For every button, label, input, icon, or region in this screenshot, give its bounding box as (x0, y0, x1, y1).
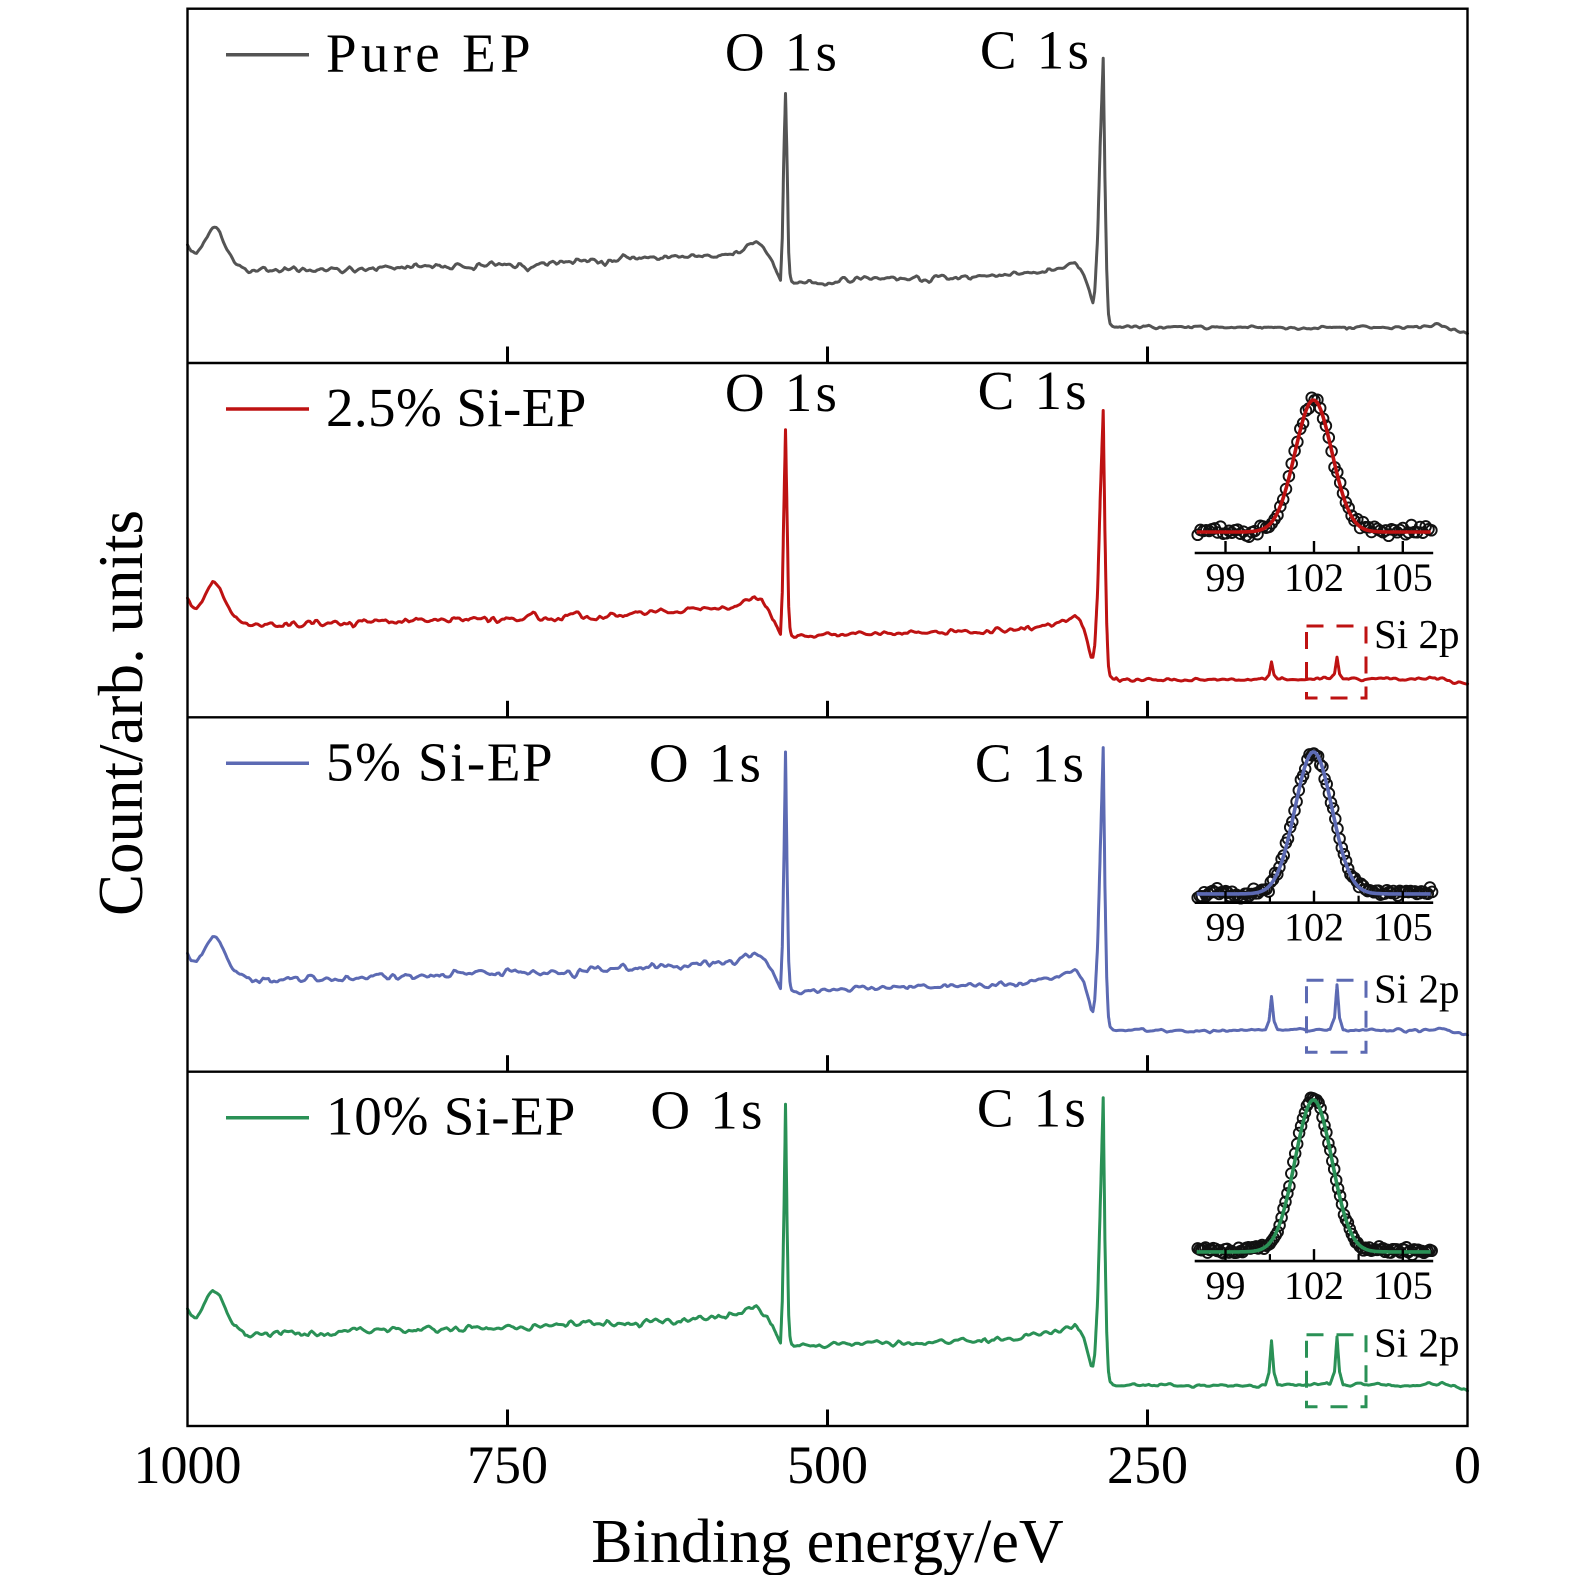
svg-text:Si 2p: Si 2p (1374, 1320, 1459, 1366)
svg-text:2.5% Si-EP: 2.5% Si-EP (326, 377, 587, 438)
svg-text:O 1s: O 1s (650, 1080, 765, 1141)
svg-text:750: 750 (467, 1435, 548, 1495)
svg-text:Si 2p: Si 2p (1374, 611, 1459, 657)
svg-text:99: 99 (1206, 555, 1246, 600)
svg-text:0: 0 (1454, 1435, 1481, 1495)
svg-text:102: 102 (1284, 555, 1344, 600)
svg-text:C 1s: C 1s (978, 360, 1090, 421)
svg-text:O 1s: O 1s (725, 22, 840, 83)
svg-text:105: 105 (1373, 1263, 1433, 1308)
svg-text:C 1s: C 1s (975, 732, 1087, 793)
svg-text:C 1s: C 1s (977, 1078, 1089, 1139)
svg-text:102: 102 (1284, 905, 1344, 950)
svg-text:105: 105 (1373, 555, 1433, 600)
svg-text:Si 2p: Si 2p (1374, 965, 1459, 1011)
svg-text:99: 99 (1206, 1263, 1246, 1308)
svg-text:1000: 1000 (134, 1435, 242, 1495)
svg-text:500: 500 (787, 1435, 868, 1495)
svg-text:Binding energy/eV: Binding energy/eV (591, 1508, 1064, 1575)
svg-text:102: 102 (1284, 1263, 1344, 1308)
svg-text:C 1s: C 1s (980, 20, 1092, 81)
svg-text:5% Si-EP: 5% Si-EP (326, 731, 554, 792)
svg-text:Count/arb. units: Count/arb. units (86, 510, 156, 916)
svg-text:O 1s: O 1s (725, 362, 840, 423)
svg-text:O 1s: O 1s (649, 732, 764, 793)
svg-text:99: 99 (1206, 905, 1246, 950)
svg-text:105: 105 (1373, 905, 1433, 950)
svg-text:250: 250 (1107, 1435, 1188, 1495)
svg-text:10% Si-EP: 10% Si-EP (326, 1086, 576, 1147)
svg-text:Pure EP: Pure EP (326, 23, 535, 84)
